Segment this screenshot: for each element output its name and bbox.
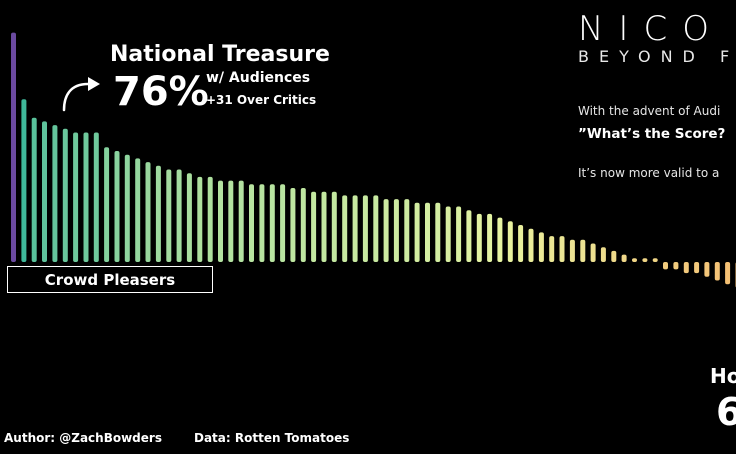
bar-67[interactable] (704, 262, 710, 277)
bar-0[interactable] (11, 32, 16, 262)
bar-48[interactable] (507, 221, 513, 262)
bar-15[interactable] (166, 169, 172, 263)
bar-63[interactable] (663, 262, 668, 270)
callout-critic-difference: +31 Over Critics (206, 93, 317, 107)
partial-big-number: 6 (716, 390, 736, 434)
bar-21[interactable] (228, 180, 234, 262)
bar-24[interactable] (259, 184, 265, 262)
bar-3[interactable] (42, 121, 47, 263)
callout-audience-percent: 76% (113, 69, 209, 115)
category-label: Crowd Pleasers (44, 270, 176, 289)
bar-38[interactable] (404, 199, 410, 262)
curved-arrow-icon (62, 77, 100, 112)
bar-66[interactable] (694, 262, 700, 274)
bar-62[interactable] (652, 258, 658, 262)
bar-5[interactable] (62, 128, 68, 262)
bar-11[interactable] (124, 154, 130, 262)
bar-40[interactable] (425, 202, 430, 262)
bar-27[interactable] (290, 188, 296, 262)
bar-12[interactable] (135, 158, 141, 262)
bar-52[interactable] (549, 236, 555, 262)
bar-25[interactable] (269, 184, 275, 262)
bar-43[interactable] (456, 206, 462, 263)
bar-14[interactable] (155, 165, 161, 262)
bar-32[interactable] (342, 195, 348, 262)
bar-59[interactable] (621, 254, 627, 262)
bar-46[interactable] (487, 213, 493, 262)
dashboard-title: NICO BEYOND F (578, 12, 736, 66)
bar-22[interactable] (238, 180, 244, 262)
bar-23[interactable] (249, 184, 254, 262)
bar-39[interactable] (414, 202, 420, 262)
bar-53[interactable] (559, 236, 565, 262)
bar-41[interactable] (435, 202, 441, 262)
bar-1[interactable] (21, 99, 27, 262)
bar-34[interactable] (362, 195, 368, 262)
bar-33[interactable] (352, 195, 358, 262)
bar-2[interactable] (31, 117, 37, 262)
bar-55[interactable] (580, 239, 586, 262)
bar-9[interactable] (104, 147, 110, 262)
bar-47[interactable] (497, 217, 503, 262)
category-button-crowd-pleasers[interactable]: Crowd Pleasers (7, 266, 213, 293)
bar-69[interactable] (725, 262, 731, 285)
intro-line-3: It’s now more valid to a (578, 166, 720, 180)
bar-64[interactable] (673, 262, 679, 270)
bar-60[interactable] (632, 258, 637, 262)
title-main: NICO (578, 9, 724, 49)
bar-37[interactable] (393, 199, 399, 262)
bar-7[interactable] (83, 132, 89, 263)
bar-20[interactable] (218, 180, 223, 262)
bar-35[interactable] (373, 195, 379, 262)
bar-19[interactable] (207, 176, 213, 262)
bar-29[interactable] (311, 191, 317, 262)
bar-30[interactable] (321, 191, 327, 262)
bar-49[interactable] (518, 225, 524, 262)
bar-6[interactable] (73, 132, 79, 263)
bar-13[interactable] (145, 162, 151, 262)
partial-heading: Ho (710, 364, 736, 388)
bar-26[interactable] (280, 184, 286, 262)
footer-author[interactable]: Author: @ZachBowders (4, 431, 162, 445)
callout-audience-label: w/ Audiences (206, 70, 311, 86)
bar-45[interactable] (476, 213, 482, 262)
intro-question: ”What’s the Score? (578, 126, 726, 142)
bar-54[interactable] (569, 239, 575, 262)
bar-17[interactable] (186, 173, 192, 262)
bar-58[interactable] (611, 250, 617, 262)
bar-51[interactable] (538, 232, 544, 262)
intro-line-1: With the advent of Audi (578, 104, 721, 118)
bar-4[interactable] (52, 125, 58, 262)
bar-18[interactable] (197, 176, 203, 262)
bar-28[interactable] (300, 188, 306, 262)
bar-65[interactable] (683, 262, 689, 274)
bar-36[interactable] (383, 199, 389, 262)
bar-16[interactable] (176, 169, 182, 263)
bar-31[interactable] (331, 191, 337, 262)
bar-57[interactable] (600, 247, 606, 262)
bar-10[interactable] (114, 151, 120, 262)
bar-8[interactable] (93, 132, 99, 263)
footer-data-source: Data: Rotten Tomatoes (194, 431, 350, 445)
bar-61[interactable] (642, 258, 648, 262)
title-subtitle: BEYOND F (578, 47, 736, 66)
bar-42[interactable] (445, 206, 451, 263)
bar-50[interactable] (528, 228, 534, 262)
callout-film-title: National Treasure (110, 42, 330, 67)
bar-56[interactable] (590, 243, 596, 263)
bar-68[interactable] (714, 262, 720, 281)
bar-44[interactable] (466, 210, 472, 262)
